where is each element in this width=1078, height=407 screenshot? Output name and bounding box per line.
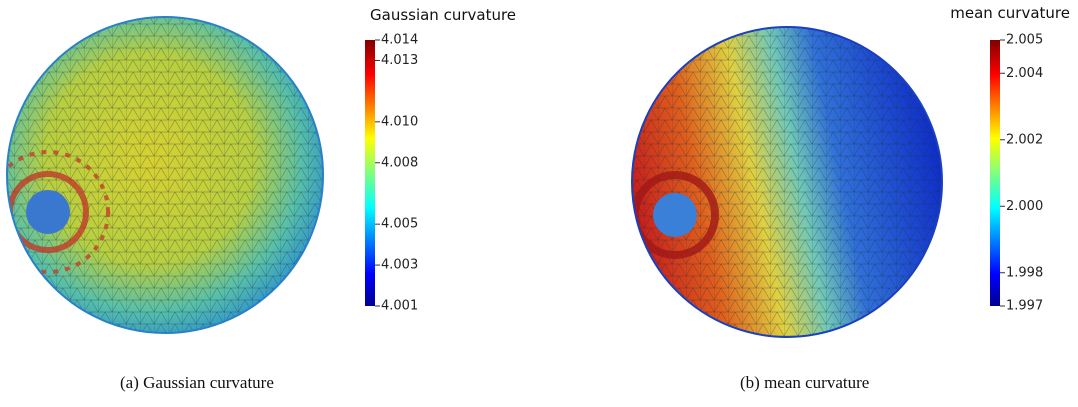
caption: (a) Gaussian curvature [120, 373, 274, 392]
colorbar-title: mean curvature [950, 4, 1070, 22]
colorbar-tick-label: 4.010 [381, 114, 418, 129]
colorbar-tick-label: 1.997 [1006, 299, 1043, 314]
colorbar-tick-label: 2.002 [1006, 132, 1043, 147]
colorbar-title: Gaussian curvature [370, 6, 516, 24]
colorbar-tick-label: 2.005 [1006, 33, 1043, 48]
colorbar [990, 40, 1000, 306]
colorbar [365, 40, 375, 306]
sphere-a [6, 16, 324, 334]
colorbar-tick-label: 2.000 [1006, 199, 1043, 214]
sphere-b [631, 26, 943, 338]
colorbar-tick-label: 4.005 [381, 217, 418, 232]
colorbar-tick-label: 4.003 [381, 258, 418, 273]
colorbar-tick-label: 4.008 [381, 155, 418, 170]
colorbar-tick-label: 4.001 [381, 299, 418, 314]
colorbar-tick-label: 4.014 [381, 33, 418, 48]
colorbar-tick-label: 2.004 [1006, 66, 1043, 81]
colorbar-tick-label: 4.013 [381, 53, 418, 68]
colorbar-tick-label: 1.998 [1006, 265, 1043, 280]
caption: (b) mean curvature [740, 373, 869, 392]
